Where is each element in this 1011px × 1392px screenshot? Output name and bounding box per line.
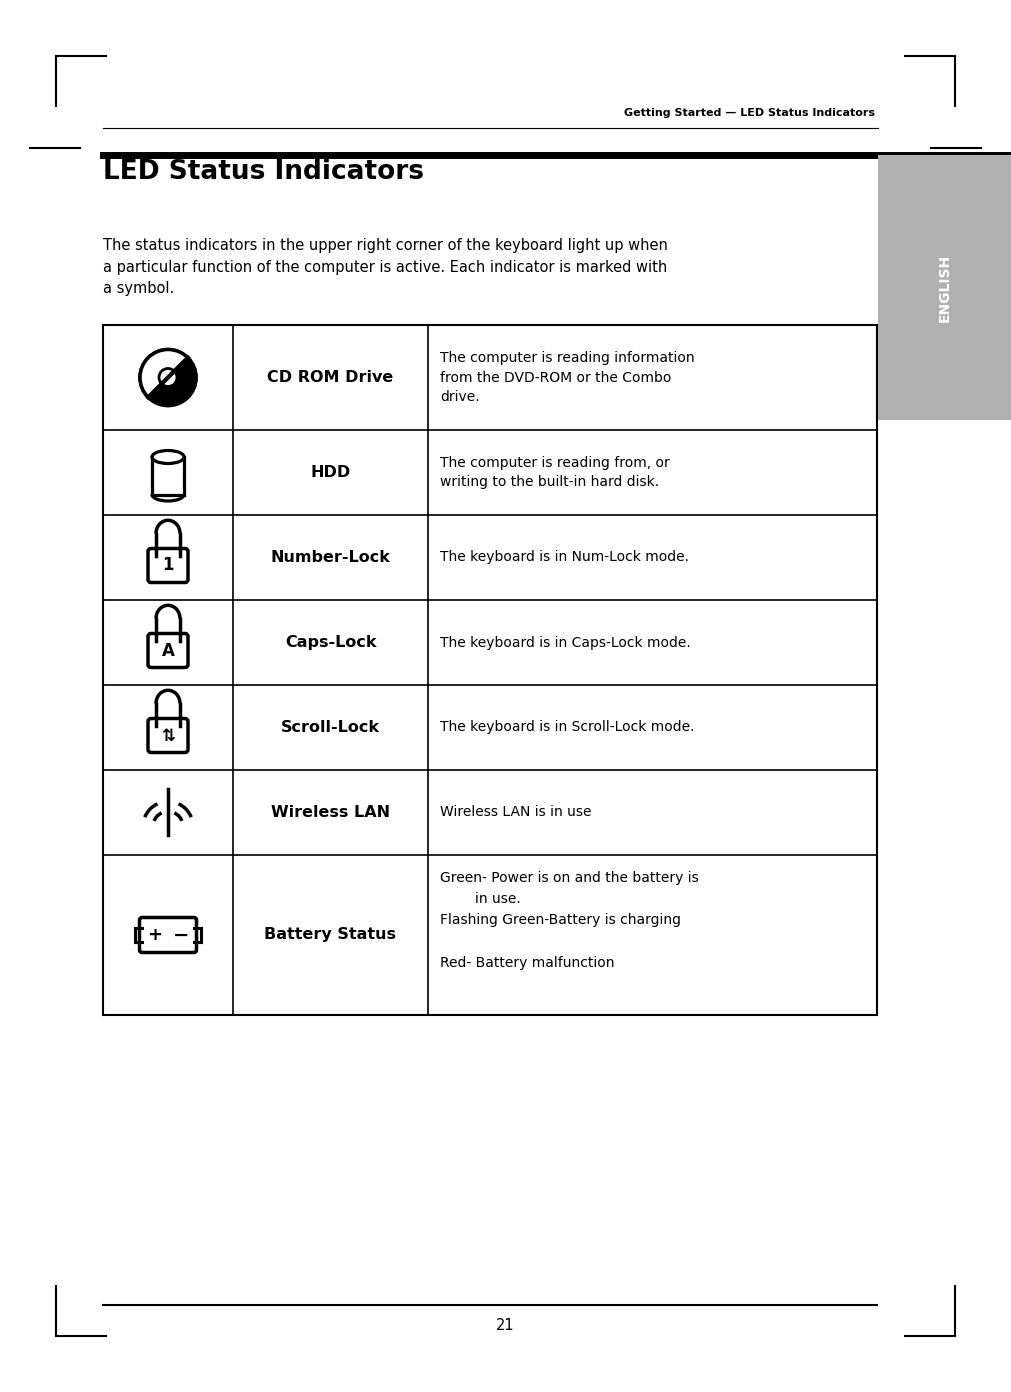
Text: Green- Power is on and the battery is
        in use.
Flashing Green-Battery is : Green- Power is on and the battery is in… bbox=[440, 871, 699, 970]
Text: The keyboard is in Scroll-Lock mode.: The keyboard is in Scroll-Lock mode. bbox=[440, 721, 695, 735]
Text: LED Status Indicators: LED Status Indicators bbox=[103, 159, 424, 185]
Text: Getting Started — LED Status Indicators: Getting Started — LED Status Indicators bbox=[624, 109, 875, 118]
Text: Scroll-Lock: Scroll-Lock bbox=[281, 720, 380, 735]
Polygon shape bbox=[140, 349, 188, 397]
Bar bbox=[878, 155, 1011, 420]
Text: The keyboard is in Num-Lock mode.: The keyboard is in Num-Lock mode. bbox=[440, 550, 690, 565]
Circle shape bbox=[159, 369, 177, 387]
Text: The keyboard is in Caps-Lock mode.: The keyboard is in Caps-Lock mode. bbox=[440, 636, 691, 650]
Text: The status indicators in the upper right corner of the keyboard light up when
a : The status indicators in the upper right… bbox=[103, 238, 668, 296]
Text: Battery Status: Battery Status bbox=[265, 927, 396, 942]
Text: Caps-Lock: Caps-Lock bbox=[285, 635, 376, 650]
Text: ⇅: ⇅ bbox=[161, 727, 175, 745]
Text: Number-Lock: Number-Lock bbox=[271, 550, 390, 565]
Bar bbox=[103, 324, 877, 1015]
Text: Wireless LAN: Wireless LAN bbox=[271, 805, 390, 820]
Text: ENGLISH: ENGLISH bbox=[937, 253, 951, 322]
Circle shape bbox=[140, 349, 196, 405]
Text: 1: 1 bbox=[162, 557, 174, 575]
Text: 21: 21 bbox=[495, 1317, 515, 1332]
Text: HDD: HDD bbox=[310, 465, 351, 480]
Text: −: − bbox=[173, 926, 189, 945]
Text: The computer is reading information
from the DVD-ROM or the Combo
drive.: The computer is reading information from… bbox=[440, 351, 695, 404]
Text: CD ROM Drive: CD ROM Drive bbox=[267, 370, 393, 386]
Text: Wireless LAN is in use: Wireless LAN is in use bbox=[440, 806, 591, 820]
Text: +: + bbox=[148, 926, 163, 944]
Text: The computer is reading from, or
writing to the built-in hard disk.: The computer is reading from, or writing… bbox=[440, 455, 669, 489]
Text: A: A bbox=[162, 642, 175, 660]
